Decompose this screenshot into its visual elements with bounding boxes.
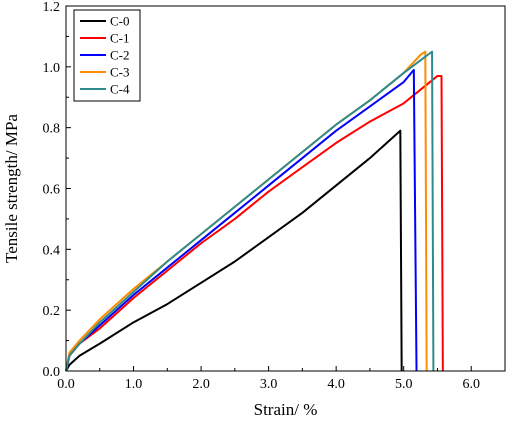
x-tick-label: 3.0 <box>260 377 278 392</box>
y-tick-label: 0.0 <box>43 365 61 380</box>
y-tick-label: 0.2 <box>43 304 61 319</box>
legend-label: C-4 <box>110 82 130 97</box>
legend-label: C-0 <box>110 14 130 29</box>
x-tick-label: 6.0 <box>462 377 480 392</box>
y-tick-label: 0.6 <box>43 183 61 198</box>
legend-label: C-3 <box>110 65 130 80</box>
series-line-c-1 <box>65 74 444 372</box>
series-line-c-2 <box>65 68 418 372</box>
x-tick-label: 2.0 <box>192 377 210 392</box>
x-tick-label: 4.0 <box>327 377 345 392</box>
x-tick-label: 1.0 <box>125 377 143 392</box>
legend-label: C-2 <box>110 48 130 63</box>
y-axis-title: Tensile strength/ MPa <box>2 114 21 263</box>
series-layer <box>65 50 444 372</box>
y-tick-label: 0.4 <box>43 243 61 258</box>
legend: C-0 C-1 C-2 C-3 C-4 <box>73 9 141 102</box>
y-tick-label: 1.2 <box>43 0 61 15</box>
y-tick-label: 0.8 <box>43 122 61 137</box>
x-tick-label: 0.0 <box>57 377 75 392</box>
series-line-c-4 <box>65 50 435 372</box>
legend-label: C-1 <box>110 31 130 46</box>
x-tick-label: 5.0 <box>395 377 413 392</box>
ticks-layer: 0.0 1.0 2.0 3.0 4.0 5.0 6.0 0.0 0.2 0.4 0.6 0.8 1.0 1… <box>43 0 480 392</box>
x-axis-title: Strain/ % <box>254 400 318 419</box>
series-line-c-0 <box>65 129 403 372</box>
y-tick-label: 1.0 <box>43 61 61 76</box>
